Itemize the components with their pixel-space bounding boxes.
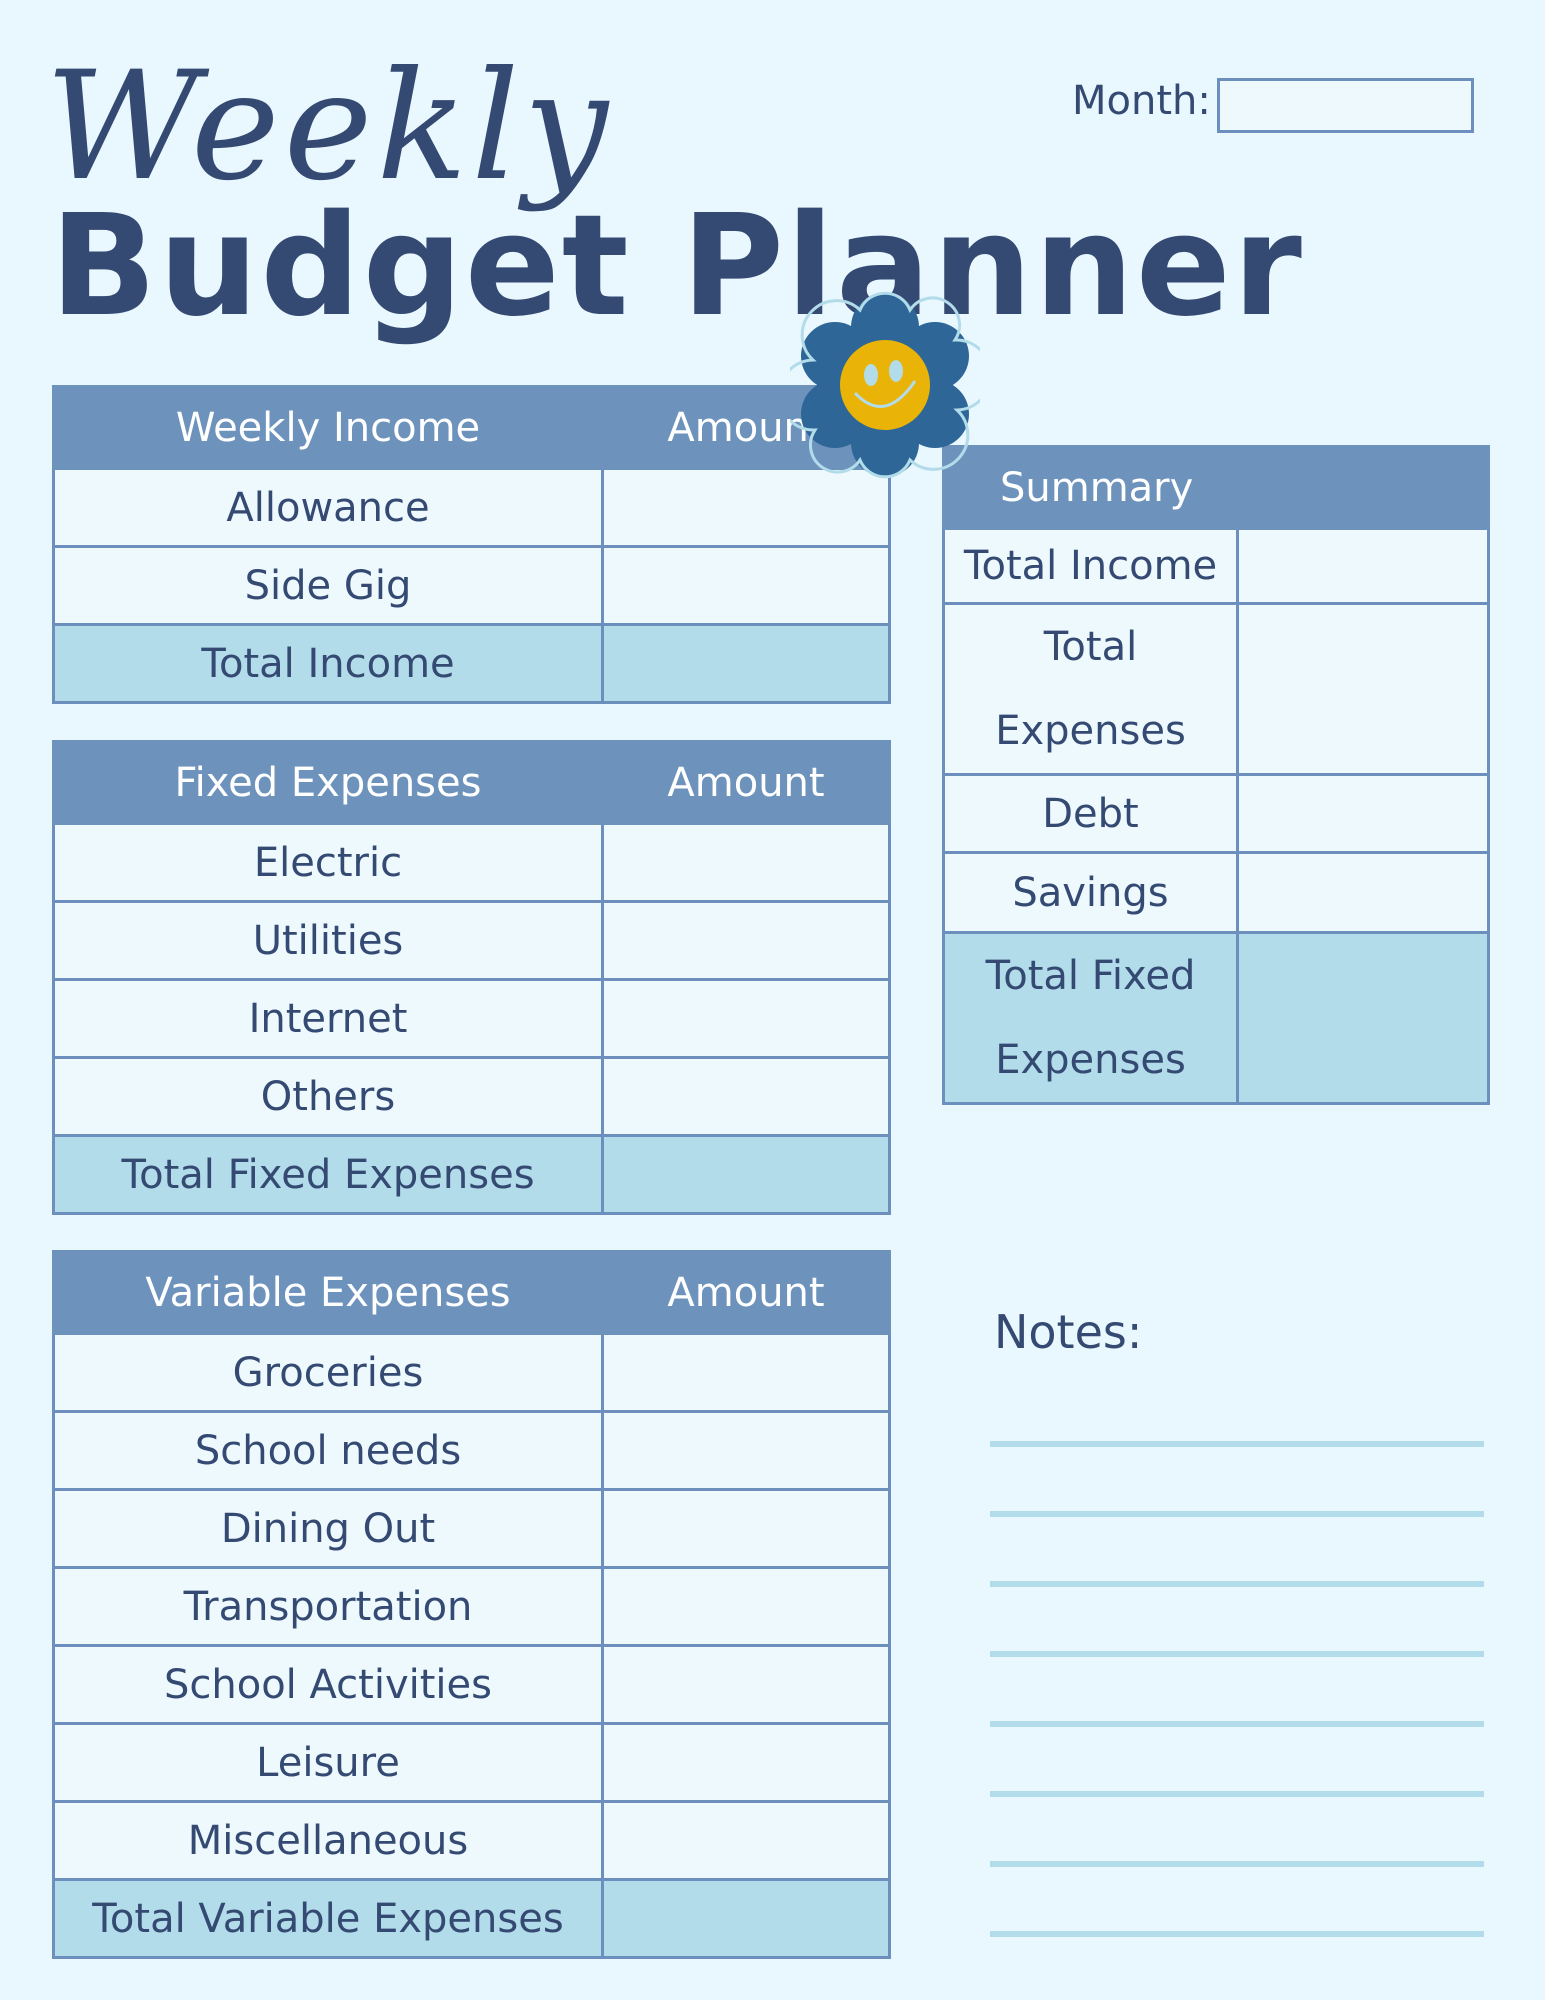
- amount-header: Amount: [601, 740, 891, 825]
- amount-cell[interactable]: [601, 1722, 891, 1803]
- amount-cell[interactable]: [601, 1056, 891, 1137]
- row-label: Miscellaneous: [52, 1800, 604, 1881]
- amount-cell[interactable]: [601, 1488, 891, 1569]
- summary-header: Summary: [942, 445, 1490, 530]
- total-label: Total Income: [52, 623, 604, 704]
- income-header: Weekly Income: [52, 385, 604, 470]
- summary-table: Summary Total Income Total Expenses Debt…: [942, 445, 1490, 1105]
- amount-cell[interactable]: [1236, 851, 1490, 934]
- amount-cell[interactable]: [601, 1566, 891, 1647]
- total-label: Total Fixed Expenses: [942, 931, 1239, 1105]
- amount-cell[interactable]: [601, 900, 891, 981]
- month-field[interactable]: [1217, 78, 1474, 133]
- amount-cell[interactable]: [601, 1332, 891, 1413]
- total-amount-cell[interactable]: [601, 623, 891, 704]
- row-label: Electric: [52, 822, 604, 903]
- total-amount-cell[interactable]: [601, 1134, 891, 1215]
- notes-label: Notes:: [994, 1305, 1143, 1359]
- notes-line[interactable]: [990, 1721, 1484, 1727]
- month-label: Month:: [1072, 78, 1211, 124]
- weekly-income-table: Weekly Income Amount Allowance Side Gig T…: [52, 385, 891, 704]
- variable-expenses-table: Variable Expenses Amount Groceries School…: [52, 1250, 891, 1959]
- script-title: Weekly: [45, 40, 613, 214]
- notes-line[interactable]: [990, 1861, 1484, 1867]
- notes-line[interactable]: [990, 1441, 1484, 1447]
- row-label: Total Expenses: [942, 602, 1239, 776]
- notes-line[interactable]: [990, 1651, 1484, 1657]
- row-label: Dining Out: [52, 1488, 604, 1569]
- row-label: Debt: [942, 773, 1239, 854]
- variable-header: Variable Expenses: [52, 1250, 604, 1335]
- total-amount-cell[interactable]: [601, 1878, 891, 1959]
- amount-cell[interactable]: [601, 467, 891, 548]
- row-label: Internet: [52, 978, 604, 1059]
- total-label: Total Variable Expenses: [52, 1878, 604, 1959]
- amount-cell[interactable]: [601, 1410, 891, 1491]
- notes-line[interactable]: [990, 1581, 1484, 1587]
- row-label: Total Income: [942, 527, 1239, 605]
- row-label: Side Gig: [52, 545, 604, 626]
- amount-cell[interactable]: [601, 1644, 891, 1725]
- amount-cell[interactable]: [601, 822, 891, 903]
- row-label: Leisure: [52, 1722, 604, 1803]
- amount-header: Amount: [601, 1250, 891, 1335]
- row-label: School Activities: [52, 1644, 604, 1725]
- total-label: Total Fixed Expenses: [52, 1134, 604, 1215]
- smiley-flower-icon: [790, 291, 980, 479]
- row-label: School needs: [52, 1410, 604, 1491]
- notes-line[interactable]: [990, 1791, 1484, 1797]
- amount-cell[interactable]: [1236, 773, 1490, 854]
- row-label: Utilities: [52, 900, 604, 981]
- fixed-header: Fixed Expenses: [52, 740, 604, 825]
- amount-cell[interactable]: [601, 978, 891, 1059]
- row-label: Groceries: [52, 1332, 604, 1413]
- row-label: Transportation: [52, 1566, 604, 1647]
- row-label: Savings: [942, 851, 1239, 934]
- amount-cell[interactable]: [601, 545, 891, 626]
- notes-line[interactable]: [990, 1931, 1484, 1937]
- amount-cell[interactable]: [1236, 602, 1490, 776]
- fixed-expenses-table: Fixed Expenses Amount Electric Utilities …: [52, 740, 891, 1215]
- row-label: Others: [52, 1056, 604, 1137]
- notes-line[interactable]: [990, 1511, 1484, 1517]
- total-amount-cell[interactable]: [1236, 931, 1490, 1105]
- row-label: Allowance: [52, 467, 604, 548]
- amount-cell[interactable]: [1236, 527, 1490, 605]
- page-title: Budget Planner: [50, 185, 1304, 348]
- amount-cell[interactable]: [601, 1800, 891, 1881]
